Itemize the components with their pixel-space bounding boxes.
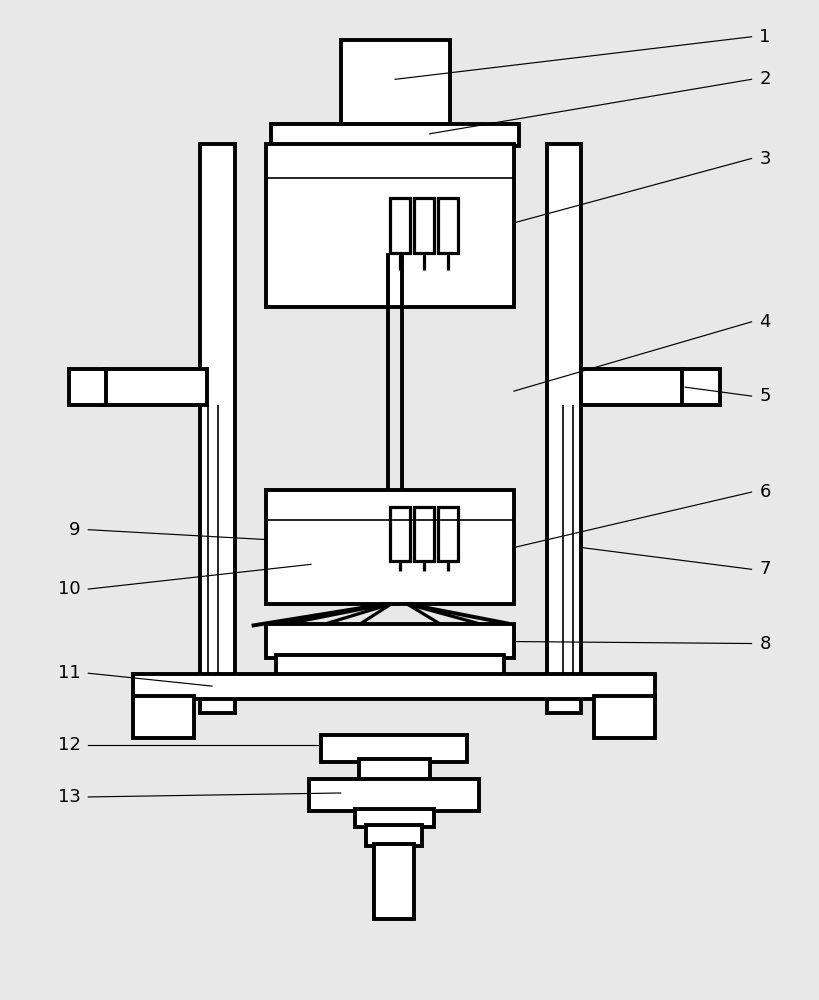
Text: 1: 1 bbox=[759, 28, 771, 46]
Bar bbox=[414, 198, 434, 253]
Bar bbox=[437, 198, 458, 253]
Bar bbox=[374, 844, 414, 919]
Bar bbox=[414, 507, 434, 561]
Text: 3: 3 bbox=[759, 150, 771, 168]
Bar bbox=[271, 124, 519, 146]
Text: 11: 11 bbox=[57, 664, 80, 682]
Text: 5: 5 bbox=[759, 387, 771, 405]
Bar bbox=[359, 759, 430, 781]
Bar bbox=[594, 696, 655, 738]
Text: 12: 12 bbox=[57, 736, 80, 754]
Text: 8: 8 bbox=[759, 635, 771, 653]
Text: 13: 13 bbox=[57, 788, 80, 806]
Bar bbox=[437, 507, 458, 561]
Bar bbox=[200, 144, 235, 713]
Bar bbox=[266, 624, 514, 658]
Bar bbox=[682, 369, 720, 405]
Text: 7: 7 bbox=[759, 560, 771, 578]
Bar bbox=[309, 779, 479, 811]
Bar bbox=[133, 674, 655, 699]
Text: 4: 4 bbox=[759, 313, 771, 331]
Bar bbox=[69, 369, 106, 405]
Text: 2: 2 bbox=[759, 70, 771, 88]
Bar bbox=[366, 825, 422, 846]
Bar bbox=[103, 369, 207, 405]
Bar bbox=[276, 655, 504, 677]
Text: 6: 6 bbox=[759, 483, 771, 501]
Bar bbox=[266, 490, 514, 604]
Text: 10: 10 bbox=[58, 580, 80, 598]
Bar bbox=[321, 735, 468, 762]
Bar bbox=[133, 696, 194, 738]
Bar bbox=[355, 809, 434, 827]
Bar bbox=[341, 40, 450, 129]
Bar bbox=[266, 144, 514, 307]
Bar bbox=[546, 144, 581, 713]
Bar bbox=[390, 507, 410, 561]
Text: 9: 9 bbox=[69, 521, 80, 539]
Bar bbox=[390, 198, 410, 253]
Bar bbox=[581, 369, 686, 405]
